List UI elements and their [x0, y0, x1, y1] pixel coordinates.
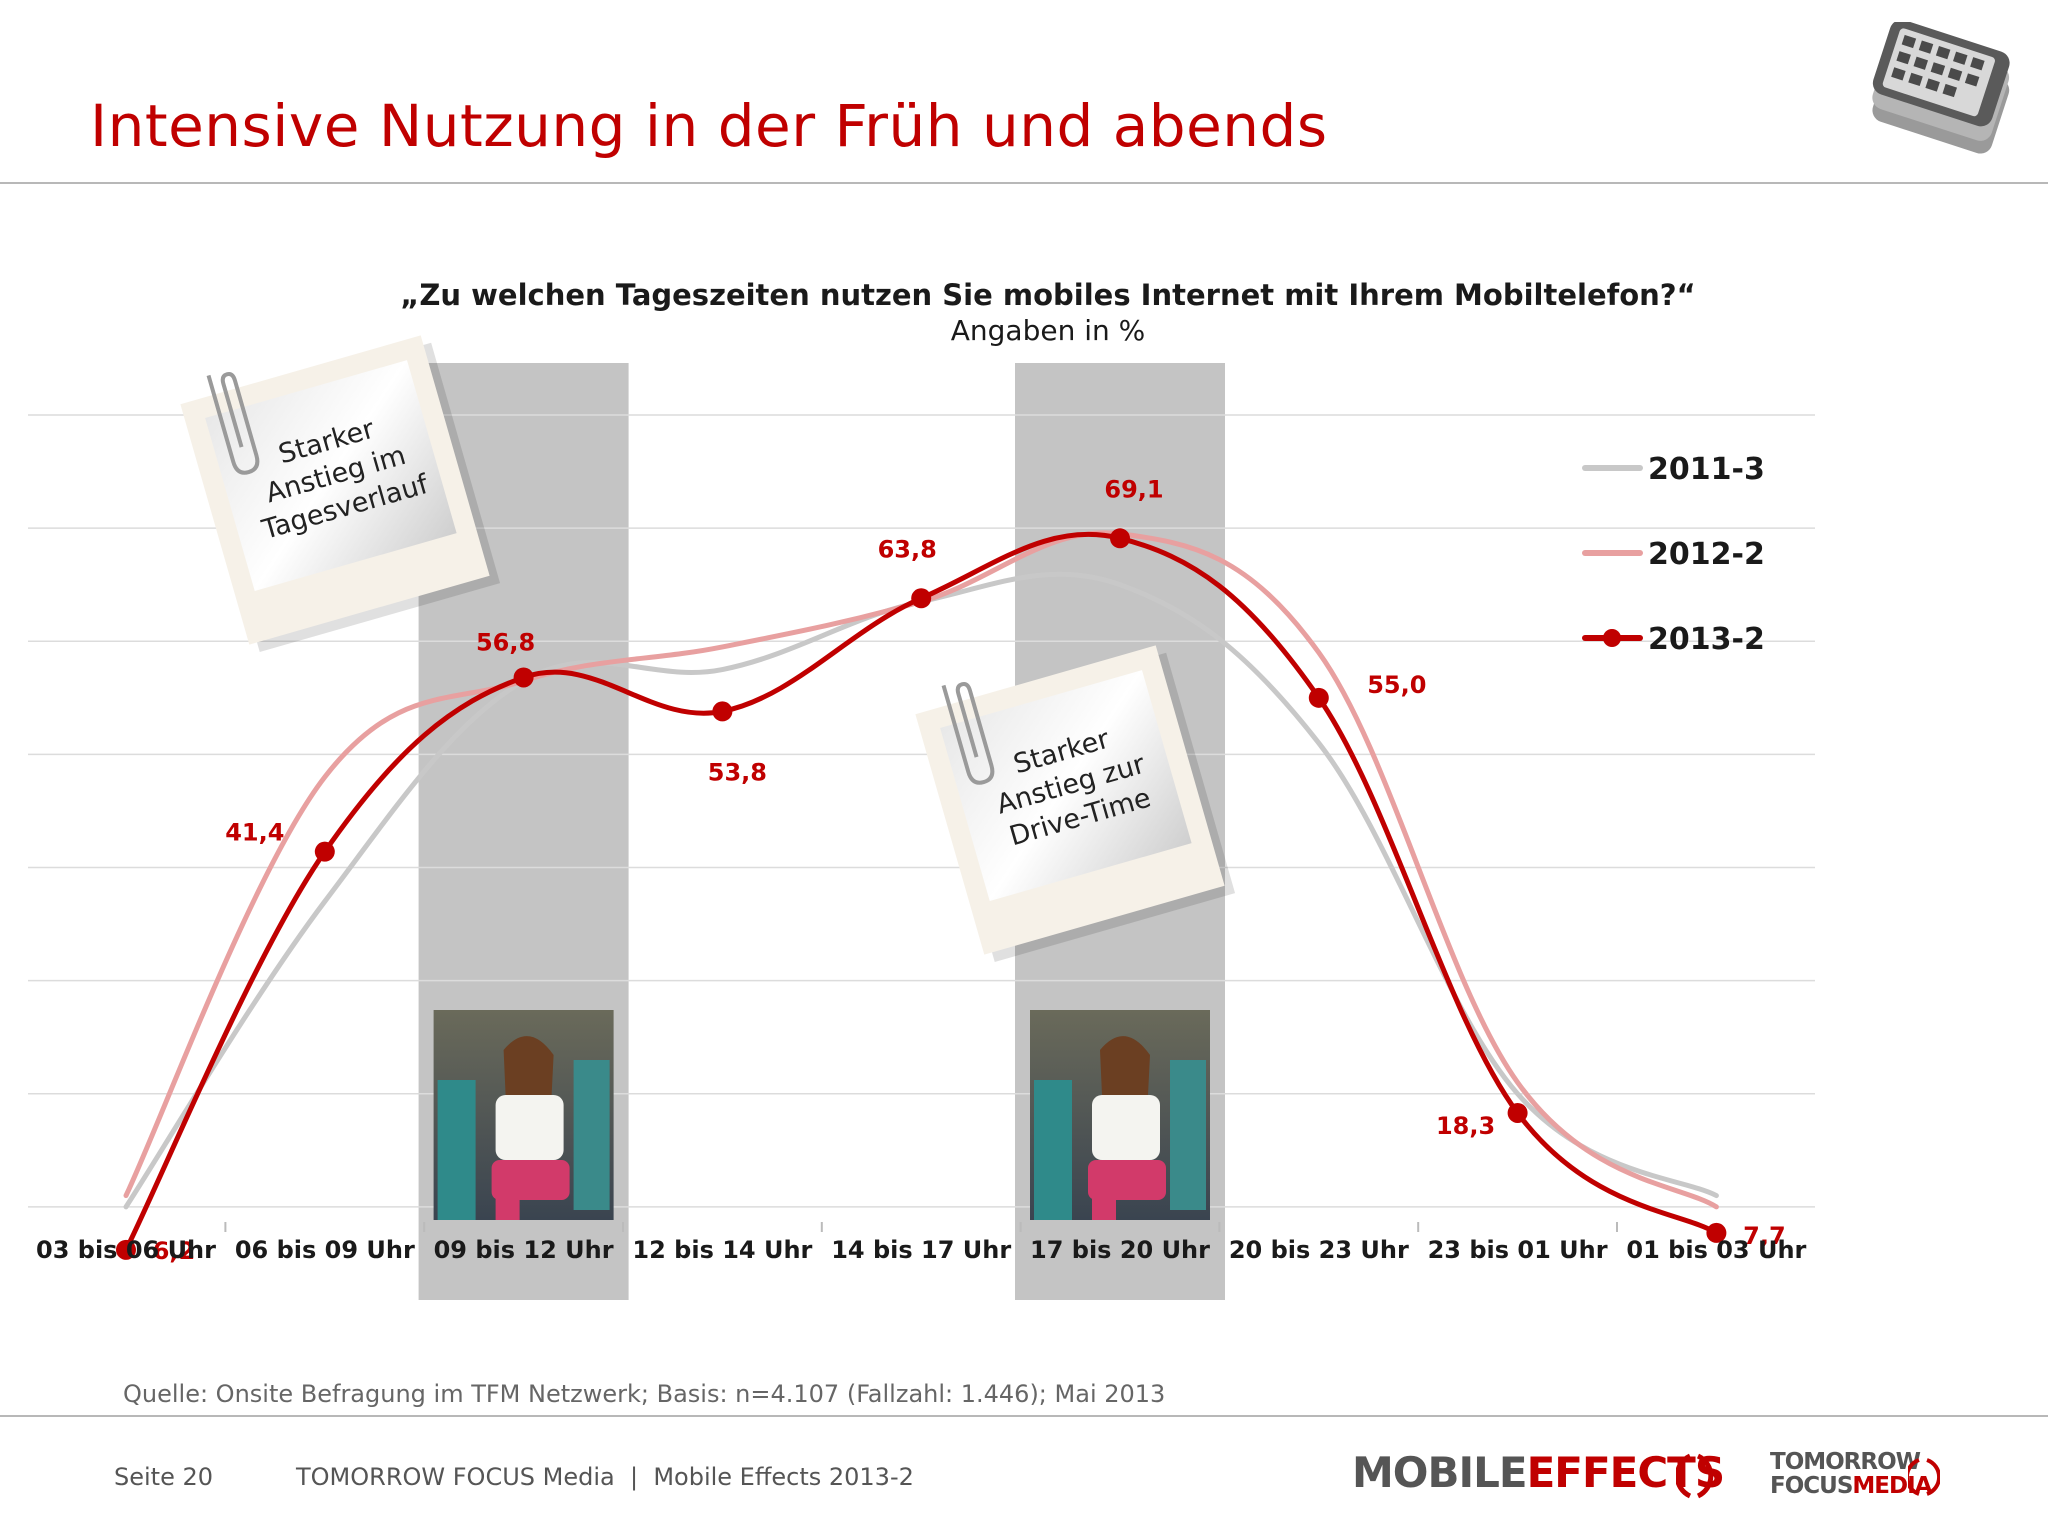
x-tick-label: 20 bis 23 Uhr [1229, 1236, 1409, 1264]
x-tick-label: 12 bis 14 Uhr [632, 1236, 812, 1264]
x-tick-label: 01 bis 03 Uhr [1626, 1236, 1806, 1264]
commuter-photo [433, 1010, 614, 1220]
svg-text:2012-2: 2012-2 [1648, 537, 1765, 572]
smartphone-stack-icon [1872, 22, 2010, 154]
data-point-0 [116, 1239, 136, 1260]
data-label-2: 56,8 [476, 628, 535, 656]
publication-name: TOMORROW FOCUS Media | Mobile Effects 20… [296, 1463, 914, 1491]
svg-text:2013-2: 2013-2 [1648, 622, 1765, 657]
commuter-photo [1030, 1010, 1210, 1220]
data-point-5 [1110, 528, 1130, 549]
footer-divider [0, 1415, 2048, 1417]
paperclip-icon [206, 372, 260, 475]
tomorrow-focus-media-logo: TOMORROW FOCUSMEDIA [1770, 1449, 1932, 1499]
chart-title: „Zu welchen Tageszeiten nutzen Sie mobil… [400, 278, 1696, 312]
legend-item-2012-2: 2012-2 [1582, 537, 1765, 572]
svg-text:2011-3: 2011-3 [1648, 452, 1765, 487]
data-point-1 [314, 841, 335, 862]
data-point-8 [1706, 1222, 1727, 1243]
data-label-5: 69,1 [1104, 475, 1163, 503]
x-tick-label: 09 bis 12 Uhr [434, 1236, 614, 1264]
data-point-2 [513, 667, 534, 688]
data-label-4: 63,8 [878, 535, 937, 563]
series-line-2012-2 [123, 530, 1719, 1210]
data-point-3 [712, 701, 733, 722]
x-tick-label: 17 bis 20 Uhr [1030, 1236, 1210, 1264]
data-point-4 [911, 588, 932, 609]
source-note: Quelle: Onsite Befragung im TFM Netzwerk… [123, 1380, 1166, 1408]
legend-item-2011-3: 2011-3 [1582, 452, 1765, 487]
tfm-ring-icon [1908, 1458, 1940, 1496]
data-label-7: 18,3 [1436, 1112, 1495, 1140]
page-title: Intensive Nutzung in der Früh und abends [90, 92, 1328, 160]
data-label-1: 41,4 [225, 819, 284, 847]
x-tick-label: 23 bis 01 Uhr [1428, 1236, 1608, 1264]
data-point-7 [1507, 1102, 1528, 1123]
chart-subtitle: Angaben in % [950, 314, 1146, 347]
x-tick-label: 03 bis 06 Uhr [36, 1236, 216, 1264]
page-number: Seite 20 [114, 1463, 214, 1491]
data-label-8: 7,7 [1743, 1222, 1786, 1250]
header-divider [0, 182, 2048, 184]
x-tick-label: 14 bis 17 Uhr [831, 1236, 1011, 1264]
data-label-0: 6,2 [153, 1237, 196, 1265]
x-tick-label: 06 bis 09 Uhr [235, 1236, 415, 1264]
data-label-3: 53,8 [708, 758, 767, 786]
mobile-effects-logo: MOBILEEFFECTS [1352, 1448, 1725, 1497]
data-label-6: 55,0 [1367, 671, 1426, 699]
brand-ring-icon [1676, 1453, 1714, 1499]
legend-item-2013-2: 2013-2 [1582, 622, 1765, 657]
data-point-6 [1308, 687, 1329, 708]
paperclip-icon [941, 682, 995, 785]
